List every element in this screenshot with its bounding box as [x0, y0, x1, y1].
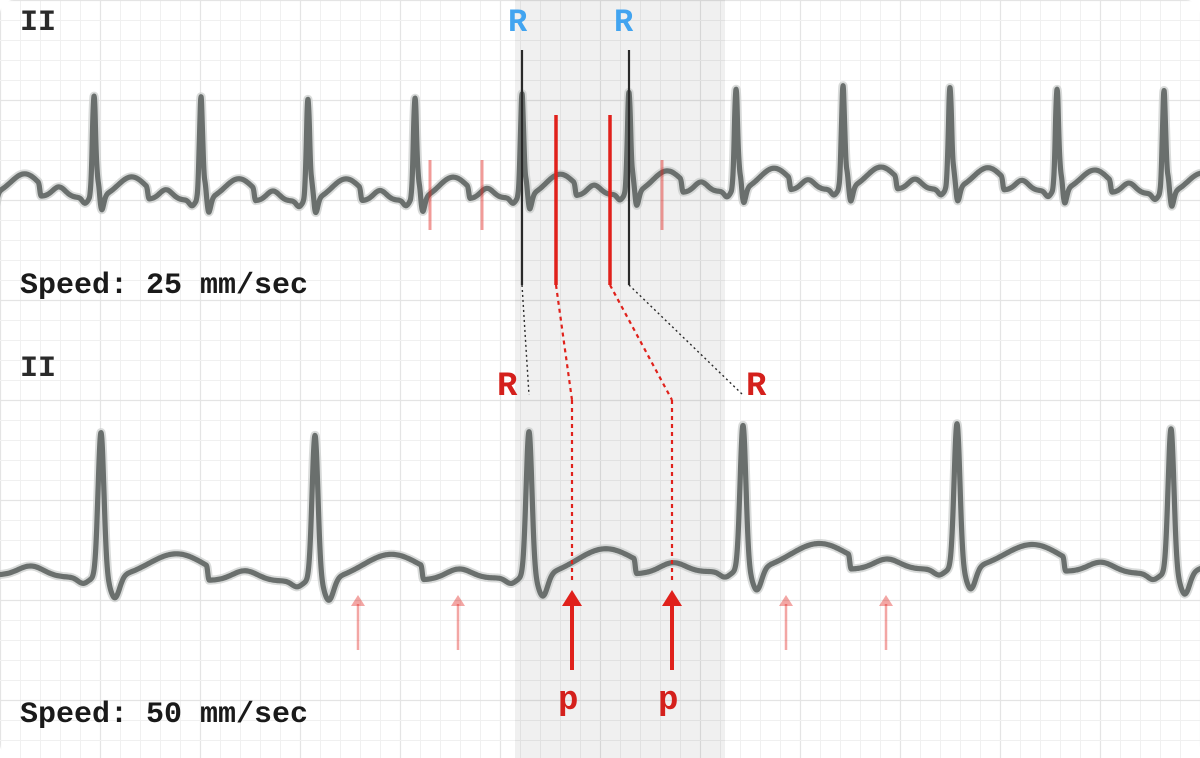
speed-label-top: Speed: 25 mm/sec: [20, 269, 308, 303]
lead-label-top: II: [20, 6, 56, 40]
p-label-1: p: [558, 682, 578, 720]
r-label-red-1: R: [497, 368, 517, 406]
r-label-blue-1: R: [508, 4, 527, 41]
r-label-blue-2: R: [614, 4, 633, 41]
ecg-diagram: II II Speed: 25 mm/sec Speed: 50 mm/sec …: [0, 0, 1200, 758]
lead-label-bottom: II: [20, 352, 56, 386]
r-label-red-2: R: [746, 368, 766, 406]
p-label-2: p: [658, 682, 678, 720]
speed-label-bottom: Speed: 50 mm/sec: [20, 698, 308, 732]
